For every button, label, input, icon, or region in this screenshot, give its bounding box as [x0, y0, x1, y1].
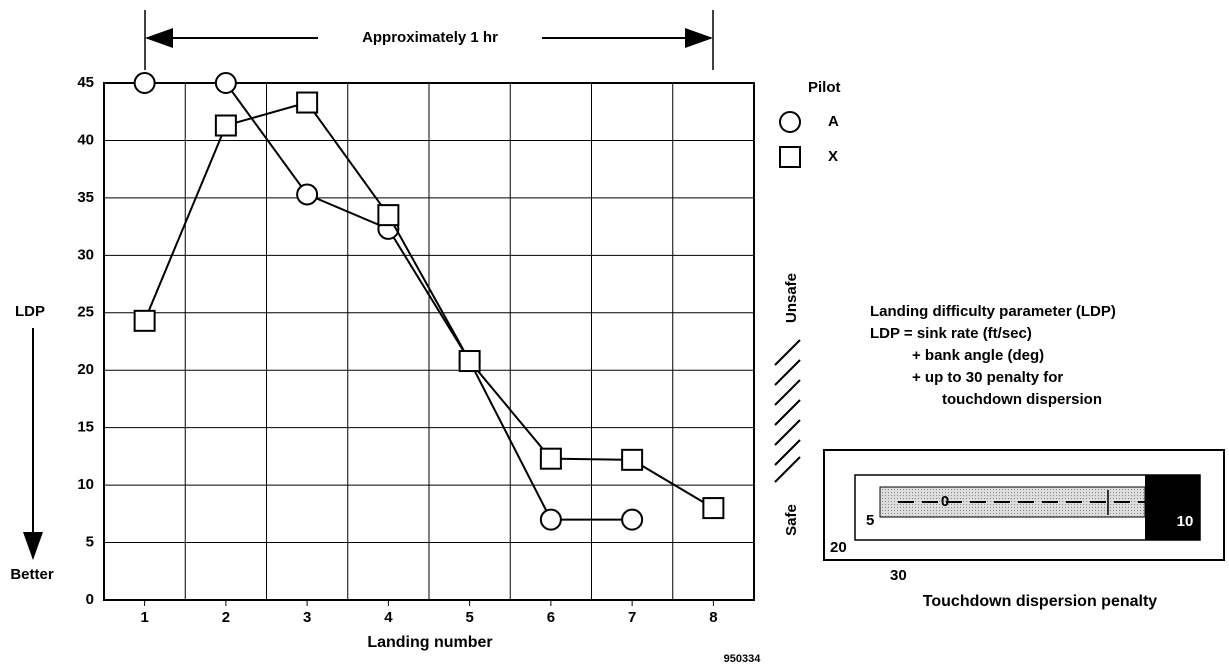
duration-label: Approximately 1 hr [362, 29, 498, 46]
definition: Landing difficulty parameter (LDP) [870, 303, 1116, 320]
definition: touchdown dispersion [942, 391, 1102, 408]
point [539, 508, 562, 531]
figure-number: 950334 [724, 653, 762, 665]
inset-label: 5 [866, 512, 874, 529]
y-tick-label: 0 [86, 591, 94, 608]
point [377, 204, 400, 227]
point [539, 447, 562, 470]
x-tick-label: 4 [384, 609, 393, 626]
safe-label: Safe [783, 504, 800, 536]
y-tick-label: 20 [77, 361, 94, 378]
x-tick-label: 5 [465, 609, 473, 626]
point [621, 508, 644, 531]
y-tick-label: 45 [77, 74, 94, 91]
point [702, 497, 725, 520]
y-tick-label: 10 [77, 476, 94, 493]
hatch [774, 339, 801, 483]
point [458, 350, 481, 373]
inset-label: 0 [941, 493, 949, 510]
series-line [143, 101, 714, 509]
x-tick-label: 1 [140, 609, 148, 626]
point [214, 114, 237, 137]
x-tick-label: 3 [303, 609, 311, 626]
point [133, 72, 156, 94]
inset-label: 30 [890, 567, 907, 584]
x-tick-label: 7 [628, 609, 636, 626]
y-direction: Better [10, 566, 54, 583]
y-tick-label: 25 [77, 304, 94, 321]
definition: LDP = sink rate (ft/sec) [870, 325, 1032, 342]
point [296, 91, 319, 114]
x-tick-label: 6 [547, 609, 555, 626]
y-tick-label: 30 [77, 246, 94, 263]
plot-frame [103, 82, 755, 601]
y-tick-label: 15 [77, 419, 94, 436]
y-tick-label: 5 [86, 534, 94, 551]
inset-label: 10 [1177, 513, 1194, 530]
point [296, 183, 319, 206]
legend-title: Pilot [808, 79, 841, 96]
legend-label: X [828, 148, 838, 165]
y-tick-label: 35 [77, 189, 94, 206]
y-label: LDP [15, 303, 45, 320]
point [214, 72, 237, 94]
definition: + up to 30 penalty for [912, 369, 1063, 386]
y-tick-label: 40 [77, 131, 94, 148]
legend-marker [779, 146, 801, 168]
legend-label: A [828, 113, 839, 130]
inset-block [1145, 475, 1200, 540]
unsafe-label: Unsafe [783, 273, 800, 323]
x-tick-label: 2 [222, 609, 230, 626]
inset-caption: Touchdown dispersion penalty [923, 593, 1157, 610]
x-label: Landing number [367, 634, 492, 651]
inset-label: 20 [830, 539, 847, 556]
definition: + bank angle (deg) [912, 347, 1044, 364]
point [133, 309, 156, 332]
legend-marker [779, 111, 801, 133]
point [621, 448, 644, 471]
x-tick-label: 8 [709, 609, 717, 626]
